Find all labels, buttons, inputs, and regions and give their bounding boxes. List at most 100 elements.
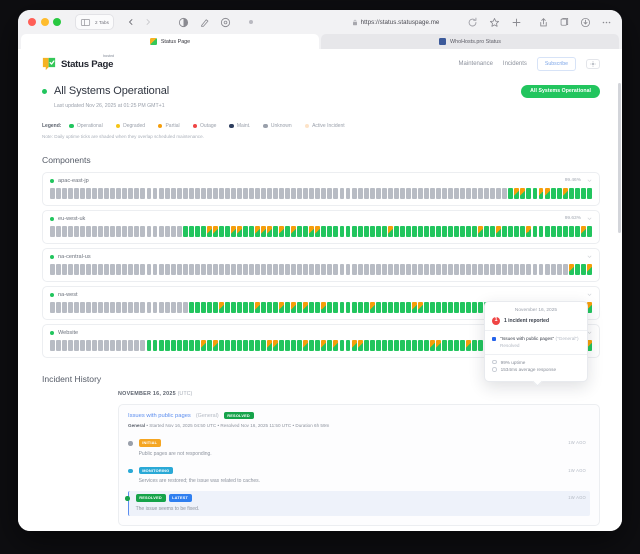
uptime-tick[interactable] — [387, 225, 393, 237]
component-row-na-central-us[interactable]: na-central-us — [42, 247, 600, 282]
uptime-tick[interactable] — [327, 301, 333, 313]
uptime-tick[interactable] — [297, 301, 303, 313]
uptime-tick[interactable] — [532, 225, 538, 237]
uptime-tick[interactable] — [158, 225, 164, 237]
uptime-tick[interactable] — [460, 301, 466, 313]
uptime-tick[interactable] — [140, 225, 146, 237]
uptime-tick[interactable] — [194, 263, 200, 275]
uptime-tick[interactable] — [50, 301, 55, 313]
uptime-tick[interactable] — [550, 263, 556, 275]
uptime-tick[interactable] — [363, 339, 369, 351]
uptime-tick[interactable] — [327, 263, 333, 275]
uptime-tick[interactable] — [140, 339, 146, 351]
uptime-tick[interactable] — [381, 187, 387, 199]
uptime-tick[interactable] — [236, 263, 242, 275]
uptime-tick[interactable] — [484, 225, 490, 237]
uptime-tick[interactable] — [357, 225, 363, 237]
highlighter-icon[interactable] — [199, 17, 210, 28]
uptime-tick[interactable] — [255, 339, 260, 351]
uptime-tick[interactable] — [224, 225, 230, 237]
uptime-tick[interactable] — [369, 301, 375, 313]
uptime-tick[interactable] — [164, 225, 170, 237]
uptime-tick[interactable] — [50, 263, 55, 275]
site-nav[interactable]: Maintenance Incidents Subscribe — [459, 57, 600, 71]
uptime-tick[interactable] — [375, 301, 381, 313]
minimize-window-button[interactable] — [40, 18, 49, 26]
uptime-tick[interactable] — [568, 263, 574, 275]
subscribe-button[interactable]: Subscribe — [536, 57, 576, 71]
uptime-tick[interactable] — [321, 263, 327, 275]
chevron-down-icon[interactable] — [587, 254, 592, 259]
uptime-tick[interactable] — [128, 301, 134, 313]
uptime-tick[interactable] — [285, 263, 291, 275]
uptime-tick[interactable] — [170, 187, 176, 199]
uptime-tick[interactable] — [62, 187, 67, 199]
uptime-tick[interactable] — [176, 339, 182, 351]
uptime-tick[interactable] — [586, 301, 592, 313]
uptime-tick[interactable] — [460, 263, 466, 275]
uptime-tick[interactable] — [472, 301, 478, 313]
address-bar-actions[interactable] — [467, 17, 522, 28]
uptime-tick[interactable] — [417, 225, 423, 237]
extensions-icon[interactable] — [220, 17, 231, 28]
uptime-tick[interactable] — [230, 187, 236, 199]
address-bar[interactable]: https://status.statuspage.me — [269, 14, 522, 30]
uptime-tick[interactable] — [122, 339, 128, 351]
uptime-tick[interactable] — [321, 187, 327, 199]
uptime-tick[interactable] — [423, 339, 429, 351]
uptime-tick[interactable] — [381, 339, 387, 351]
uptime-tick[interactable] — [369, 187, 375, 199]
uptime-tick[interactable] — [297, 225, 303, 237]
uptime-tick[interactable] — [224, 263, 230, 275]
uptime-tick[interactable] — [586, 225, 592, 237]
uptime-tick[interactable] — [116, 225, 122, 237]
uptime-tick[interactable] — [423, 263, 429, 275]
uptime-tick[interactable] — [255, 225, 260, 237]
uptime-tick[interactable] — [381, 301, 387, 313]
uptime-tick[interactable] — [56, 187, 61, 199]
uptime-tick[interactable] — [194, 301, 200, 313]
uptime-tick[interactable] — [478, 339, 484, 351]
uptime-tick[interactable] — [291, 339, 297, 351]
uptime-tick[interactable] — [532, 263, 538, 275]
uptime-tick[interactable] — [490, 187, 496, 199]
uptime-tick[interactable] — [50, 187, 55, 199]
uptime-tick[interactable] — [502, 263, 508, 275]
uptime-tick[interactable] — [514, 187, 520, 199]
uptime-tick[interactable] — [442, 187, 447, 199]
uptime-tick[interactable] — [218, 187, 224, 199]
uptime-tick[interactable] — [466, 225, 472, 237]
uptime-tick[interactable] — [454, 225, 460, 237]
uptime-tick[interactable] — [399, 263, 405, 275]
uptime-tick[interactable] — [580, 225, 586, 237]
uptime-tick[interactable] — [98, 263, 104, 275]
uptime-tick[interactable] — [411, 301, 417, 313]
uptime-tick[interactable] — [116, 339, 122, 351]
uptime-tick[interactable] — [164, 187, 170, 199]
uptime-tick[interactable] — [86, 339, 92, 351]
uptime-tick[interactable] — [417, 301, 423, 313]
uptime-tick[interactable] — [448, 301, 453, 313]
uptime-tick[interactable] — [375, 225, 381, 237]
uptime-tick[interactable] — [134, 301, 140, 313]
uptime-tick[interactable] — [526, 263, 532, 275]
uptime-tick[interactable] — [393, 301, 399, 313]
uptime-tick[interactable] — [363, 225, 369, 237]
uptime-tick[interactable] — [236, 301, 242, 313]
uptime-tick[interactable] — [327, 339, 333, 351]
nav-link-incidents[interactable]: Incidents — [502, 61, 527, 67]
uptime-tick[interactable] — [56, 263, 61, 275]
uptime-tick[interactable] — [164, 339, 170, 351]
uptime-tick[interactable] — [164, 301, 170, 313]
uptime-tick[interactable] — [369, 225, 375, 237]
uptime-tick[interactable] — [303, 187, 309, 199]
uptime-tick[interactable] — [466, 263, 472, 275]
uptime-tick[interactable] — [116, 187, 122, 199]
uptime-tick[interactable] — [405, 339, 411, 351]
uptime-tick[interactable] — [345, 339, 351, 351]
uptime-tick[interactable] — [580, 187, 586, 199]
uptime-tick[interactable] — [363, 263, 369, 275]
uptime-tick[interactable] — [188, 263, 194, 275]
uptime-tick[interactable] — [92, 339, 98, 351]
uptime-tick[interactable] — [309, 339, 315, 351]
